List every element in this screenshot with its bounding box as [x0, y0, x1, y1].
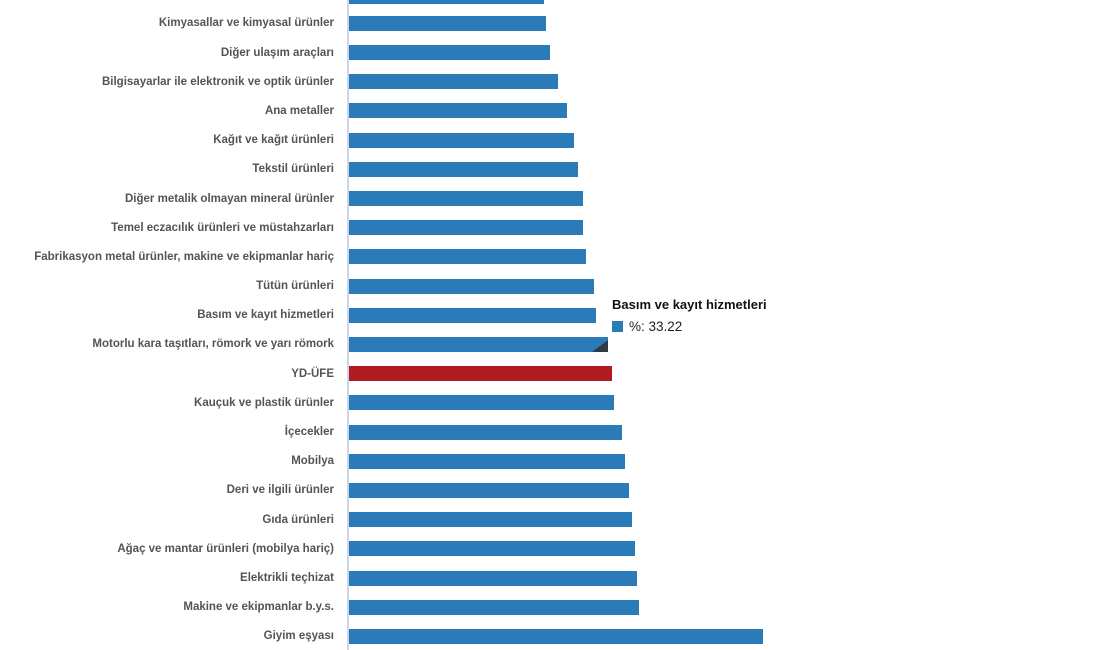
category-label: Gıda ürünleri — [262, 513, 334, 526]
category-label: Tütün ürünleri — [256, 280, 334, 293]
tooltip-pointer-icon — [592, 340, 608, 352]
chart-bar[interactable] — [349, 628, 763, 644]
category-label: Temel eczacılık ürünleri ve müstahzarlar… — [111, 221, 334, 234]
chart-bar[interactable] — [349, 220, 583, 236]
category-label: Mobilya — [291, 455, 334, 468]
tooltip-value: %: 33.22 — [629, 319, 683, 334]
chart-bar[interactable] — [349, 278, 594, 294]
chart-bar[interactable] — [349, 249, 586, 265]
category-label: YD-ÜFE — [291, 367, 334, 380]
category-label: Diğer ulaşım araçları — [220, 46, 334, 59]
category-label: Kauçuk ve plastik ürünler — [194, 396, 334, 409]
chart-bar[interactable] — [349, 395, 614, 411]
category-label: Ağaç ve mantar ürünleri (mobilya hariç) — [117, 542, 334, 555]
chart-bar[interactable] — [349, 74, 558, 90]
series-marker-icon — [612, 321, 623, 332]
category-label: Kimyasallar ve kimyasal ürünler — [158, 17, 334, 30]
chart-bar[interactable] — [349, 191, 583, 207]
chart-bar[interactable] — [349, 541, 635, 557]
chart-bar[interactable] — [349, 453, 625, 469]
chart-bar[interactable] — [349, 132, 574, 148]
chart-bar[interactable] — [349, 424, 622, 440]
category-label: Elektrikli teçhizat — [240, 572, 334, 584]
category-label: Deri ve ilgili ürünler — [226, 484, 334, 497]
chart-bar[interactable] — [349, 512, 632, 528]
chart-bar[interactable] — [349, 45, 550, 61]
category-label: Diğer metalik olmayan mineral ürünler — [125, 192, 334, 205]
tooltip: Basım ve kayıt hizmetleri %: 33.22 — [606, 294, 773, 337]
y-axis-line — [347, 0, 349, 650]
tooltip-value-row: %: 33.22 — [612, 319, 767, 334]
category-label: Bilgisayarlar ile elektronik ve optik ür… — [101, 75, 334, 88]
category-label: Tekstil ürünleri — [252, 163, 334, 176]
chart-bar[interactable] — [349, 336, 608, 352]
category-label: Basım ve kayıt hizmetleri — [197, 309, 334, 322]
chart-bar[interactable] — [349, 599, 639, 615]
chart-bar[interactable] — [349, 307, 596, 323]
chart-bar[interactable] — [349, 482, 629, 498]
category-label: Giyim eşyası — [263, 630, 334, 643]
category-label: Motorlu kara taşıtları, römork ve yarı r… — [92, 338, 334, 351]
category-label: Fabrikasyon metal ürünler, makine ve eki… — [34, 250, 334, 263]
tooltip-title: Basım ve kayıt hizmetleri — [612, 297, 767, 312]
category-label: Ana metaller — [264, 104, 334, 117]
chart-bar[interactable] — [349, 366, 612, 382]
category-label: Makine ve ekipmanlar b.y.s. — [183, 601, 334, 614]
category-label: İçecekler — [284, 426, 334, 439]
category-label: Kağıt ve kağıt ürünleri — [213, 134, 334, 147]
chart-bar[interactable] — [349, 161, 578, 177]
chart-bar[interactable] — [349, 0, 544, 4]
chart-bar[interactable] — [349, 103, 567, 119]
chart-bar[interactable] — [349, 570, 637, 586]
chart-bar[interactable] — [349, 15, 546, 31]
